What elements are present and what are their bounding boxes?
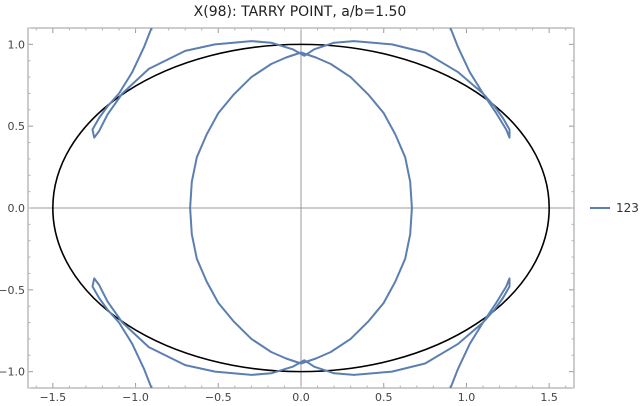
x-tick-label: 1.0 <box>458 391 476 404</box>
y-tick-label: 1.0 <box>8 38 26 51</box>
ellipse-curve <box>52 43 550 373</box>
plot-area <box>52 28 550 388</box>
series-line <box>91 28 511 139</box>
x-tick-label: −1.5 <box>39 391 66 404</box>
x-tick-label: 1.5 <box>540 391 558 404</box>
x-tick-label: −1.0 <box>122 391 149 404</box>
ticks: −1.5 −1.0 −0.5 0.0 0.5 1.0 1.5 −1.0 −0.5 0.0 0.5 1.… <box>0 27 574 404</box>
series-line <box>91 277 511 388</box>
x-tick-label: −0.5 <box>205 391 232 404</box>
y-tick-label: −1.0 <box>0 366 25 379</box>
y-tick-label: 0.5 <box>8 120 26 133</box>
y-tick-label: 0.0 <box>8 202 26 215</box>
legend-label: 123 <box>616 201 639 215</box>
legend: 123 <box>590 201 639 215</box>
axes <box>28 28 574 388</box>
y-tick-label: −0.5 <box>0 284 25 297</box>
x-tick-label: 0.0 <box>292 391 310 404</box>
series-line <box>189 51 413 365</box>
x-tick-label: 0.5 <box>375 391 393 404</box>
chart-title: X(98): TARRY POINT, a/b=1.50 <box>194 4 407 20</box>
